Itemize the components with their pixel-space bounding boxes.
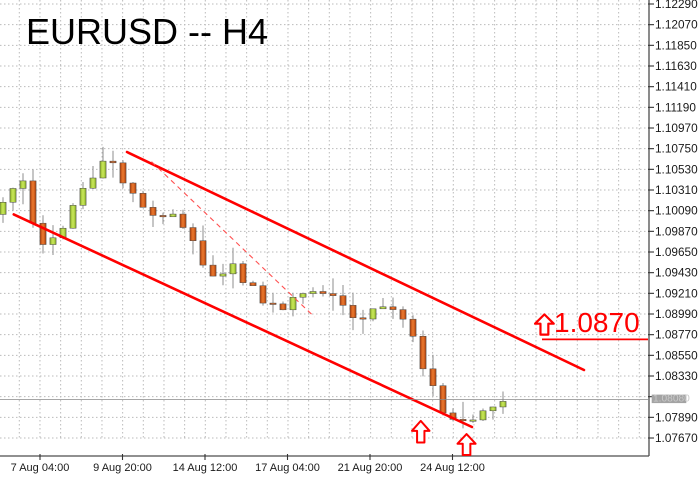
svg-text:1.10970: 1.10970 <box>655 121 698 135</box>
svg-text:1.12070: 1.12070 <box>655 18 698 32</box>
svg-text:1.07890: 1.07890 <box>655 410 698 424</box>
svg-text:1.09650: 1.09650 <box>655 245 698 259</box>
svg-text:1.12290: 1.12290 <box>655 0 698 11</box>
svg-text:24 Aug 12:00: 24 Aug 12:00 <box>420 462 485 474</box>
svg-text:14 Aug 12:00: 14 Aug 12:00 <box>173 462 238 474</box>
svg-text:1.08330: 1.08330 <box>655 369 698 383</box>
svg-text:1.08770: 1.08770 <box>655 328 698 342</box>
svg-text:1.11850: 1.11850 <box>655 38 697 52</box>
svg-text:1.11630: 1.11630 <box>655 59 697 73</box>
svg-text:1.11190: 1.11190 <box>655 100 696 114</box>
svg-text:1.08080: 1.08080 <box>653 394 690 405</box>
svg-text:1.09210: 1.09210 <box>655 286 698 300</box>
svg-text:1.07670: 1.07670 <box>655 431 698 445</box>
svg-text:1.08550: 1.08550 <box>655 348 698 362</box>
svg-text:21 Aug 20:00: 21 Aug 20:00 <box>338 462 403 474</box>
svg-text:1.0870: 1.0870 <box>554 307 640 338</box>
svg-text:17 Aug 04:00: 17 Aug 04:00 <box>255 462 320 474</box>
svg-text:1.10090: 1.10090 <box>655 204 698 218</box>
svg-text:1.10530: 1.10530 <box>655 162 698 176</box>
svg-text:1.10750: 1.10750 <box>655 142 698 156</box>
svg-text:1.09870: 1.09870 <box>655 224 698 238</box>
svg-text:7 Aug 04:00: 7 Aug 04:00 <box>11 462 70 474</box>
svg-text:1.10310: 1.10310 <box>655 183 698 197</box>
svg-text:1.11410: 1.11410 <box>655 80 697 94</box>
svg-text:1.09430: 1.09430 <box>655 266 698 280</box>
svg-text:9 Aug 20:00: 9 Aug 20:00 <box>93 462 152 474</box>
svg-text:1.08990: 1.08990 <box>655 307 698 321</box>
